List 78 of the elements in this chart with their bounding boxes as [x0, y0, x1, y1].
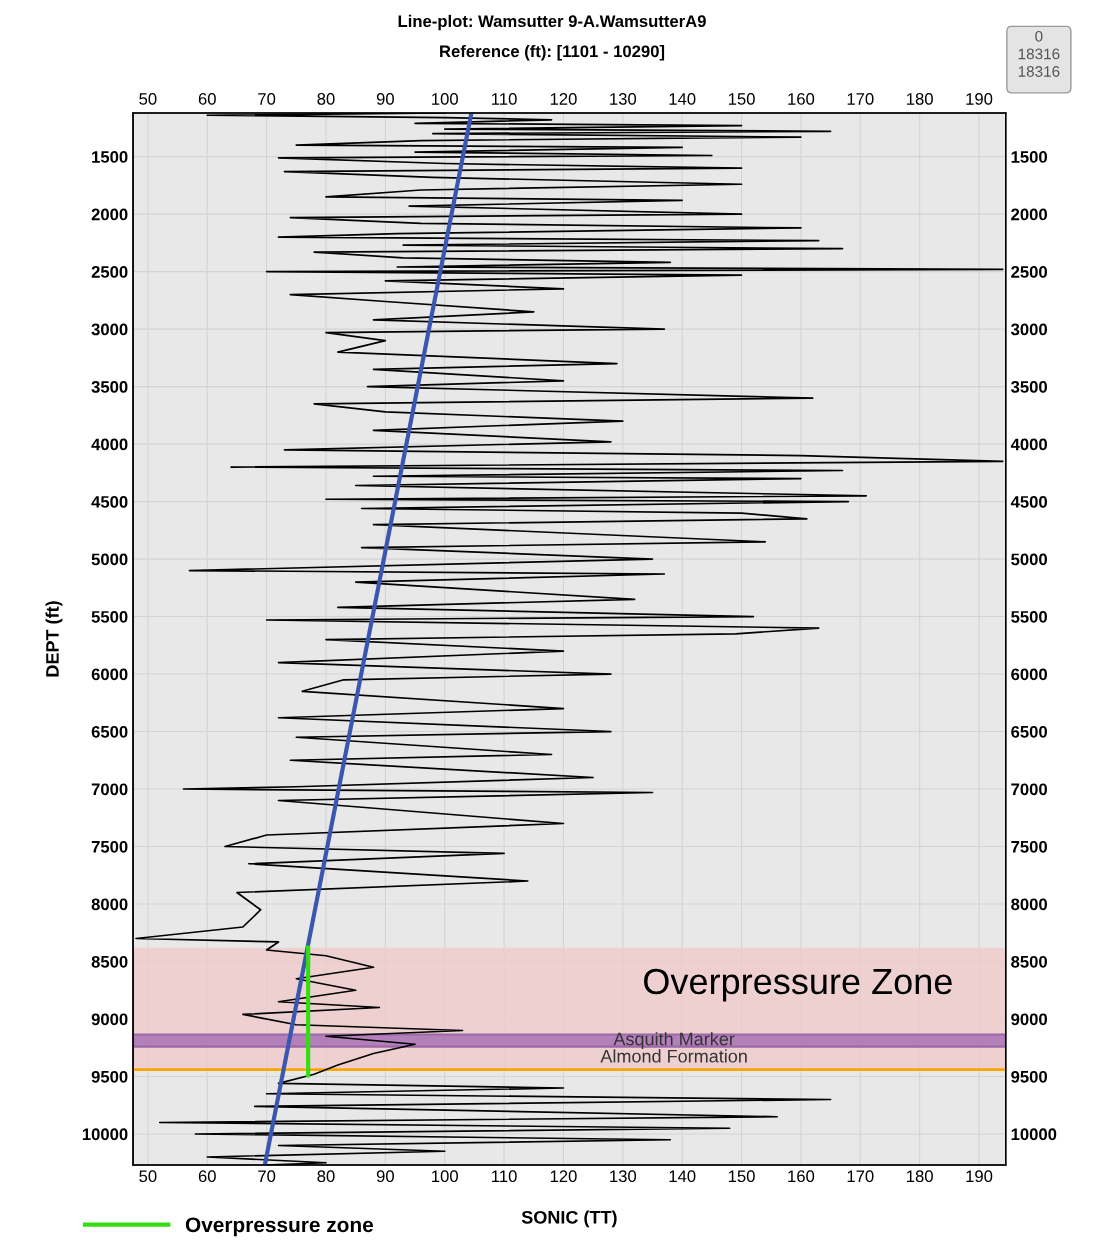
legend-label: Overpressure zone [185, 1217, 374, 1237]
y2-tick-label: 1500 [1011, 151, 1047, 163]
y2-tick-label: 9000 [1011, 1013, 1047, 1026]
x2-tick-label: 80 [317, 92, 335, 105]
x-axis-title: SONIC (TT) [521, 1210, 617, 1228]
x-tick-label: 110 [492, 1170, 517, 1183]
y2-tick-label: 3000 [1010, 323, 1047, 336]
x2-tick-label: 70 [258, 92, 276, 105]
y-tick-label: 1500 [92, 151, 128, 163]
y2-tick-label: 8000 [1011, 898, 1047, 911]
x2-tick-label: 170 [847, 92, 874, 105]
x-tick-label: 120 [550, 1170, 577, 1183]
y-tick-label: 2500 [91, 266, 128, 278]
y-tick-label: 5000 [91, 553, 128, 566]
y2-tick-label: 9500 [1011, 1070, 1047, 1083]
y2-tick-label: 4500 [1010, 495, 1047, 508]
x-tick-label: 80 [317, 1170, 335, 1183]
y-tick-label: 6500 [91, 725, 128, 738]
y-tick-label: 8000 [91, 898, 128, 911]
x-tick-label: 160 [788, 1170, 815, 1183]
y-tick-label: 2000 [91, 208, 128, 221]
x2-tick-label: 90 [376, 92, 394, 105]
y2-tick-label: 6000 [1011, 668, 1047, 681]
x2-tick-label: 110 [492, 92, 517, 105]
y-tick-label: 5500 [91, 610, 128, 623]
y2-tick-label: 2500 [1011, 266, 1047, 278]
y-tick-label: 9500 [91, 1070, 128, 1083]
x-tick-label: 100 [432, 1170, 458, 1183]
chart-title: Line-plot: Wamsutter 9-A.WamsutterA9 [398, 14, 706, 31]
y-tick-label: 8500 [91, 955, 128, 968]
x2-tick-label: 130 [610, 92, 637, 105]
ref-line-label: Almond Formation [600, 1049, 747, 1063]
y-tick-label: 7500 [91, 840, 128, 853]
chart-subtitle: Reference (ft): [1101 - 10290] [440, 44, 665, 61]
x2-tick-label: 150 [728, 92, 755, 105]
y2-tick-label: 6500 [1011, 725, 1047, 738]
x2-tick-label: 180 [907, 92, 933, 105]
band-label: Asquith Marker [613, 1032, 735, 1049]
x2-tick-label: 50 [139, 92, 157, 105]
y2-tick-label: 3500 [1010, 381, 1047, 393]
line-series [135, 112, 1004, 1166]
x2-tick-label: 120 [550, 92, 577, 105]
x2-tick-label: 140 [669, 92, 696, 105]
x-tick-label: 90 [376, 1170, 394, 1183]
x-tick-label: 170 [847, 1170, 874, 1183]
x-tick-label: 180 [907, 1170, 933, 1183]
x2-tick-label: 190 [966, 92, 993, 105]
x-tick-label: 130 [610, 1170, 637, 1183]
y2-tick-label: 5500 [1011, 610, 1047, 623]
y-tick-label: 4500 [91, 495, 128, 508]
y2-tick-label: 5000 [1011, 553, 1047, 566]
x-tick-label: 60 [198, 1170, 216, 1183]
x-tick-label: 150 [728, 1170, 755, 1183]
y-tick-label: 7000 [91, 783, 128, 796]
y-axis-title: DEPT (ft) [45, 601, 63, 677]
y2-tick-label: 4000 [1010, 438, 1047, 451]
y2-tick-label: 10000 [1011, 1128, 1057, 1141]
y2-tick-label: 7500 [1011, 840, 1047, 853]
x2-tick-label: 100 [432, 92, 458, 105]
x-tick-label: 140 [669, 1170, 696, 1183]
band-label: Overpressure Zone [644, 968, 952, 1002]
y2-tick-label: 7000 [1011, 783, 1047, 796]
y-tick-label: 6000 [91, 668, 128, 681]
y-tick-label: 10000 [82, 1128, 128, 1141]
x2-tick-label: 160 [788, 92, 815, 105]
text: 18316 [1018, 48, 1060, 60]
y-tick-label: 3000 [91, 323, 128, 336]
y-tick-label: 3500 [91, 381, 128, 393]
x-tick-label: 50 [139, 1170, 157, 1183]
x-tick-label: 70 [258, 1170, 276, 1183]
y2-tick-label: 2000 [1011, 208, 1047, 221]
y2-tick-label: 8500 [1011, 955, 1047, 968]
y-tick-label: 9000 [91, 1013, 128, 1026]
text: 18316 [1018, 66, 1060, 77]
text: 0 [1035, 30, 1043, 42]
x-tick-label: 190 [966, 1170, 993, 1183]
x2-tick-label: 60 [198, 92, 216, 105]
y-tick-label: 4000 [91, 438, 128, 451]
